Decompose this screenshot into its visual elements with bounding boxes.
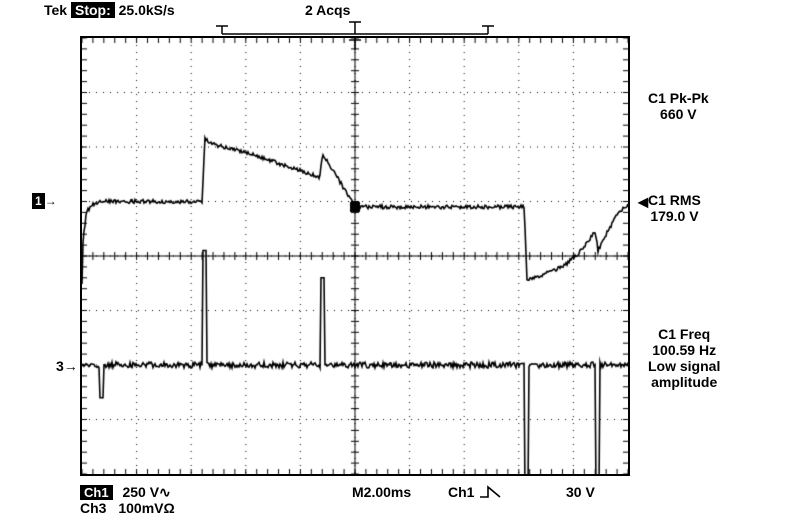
trig-slope-icon [478,485,502,499]
scope-grid [80,36,630,476]
brand-label: Tek [44,2,67,18]
ch1-scale: 250 V∿ [122,484,170,500]
meas-rms: C1 RMS 179.0 V [648,192,701,224]
run-state: Stop: [71,2,115,18]
meas-rms-value: 179.0 V [648,208,701,224]
trig-src: Ch1 [448,484,474,500]
record-bar [80,20,630,38]
meas-pkpk-label: C1 Pk-Pk [648,90,709,106]
ch3-ref-marker: 3→ [56,358,78,374]
meas-freq-note1: Low signal [648,358,720,374]
ch3-scale: 100mVΩ [118,500,174,516]
meas-freq-note2: amplitude [648,374,720,390]
meas-pkpk: C1 Pk-Pk 660 V [648,90,709,122]
meas-freq-label: C1 Freq [648,326,720,342]
meas-pkpk-value: 660 V [648,106,709,122]
ch3-label: Ch3 [80,500,106,516]
waveform-canvas [82,38,628,474]
meas-rms-label: C1 RMS [648,192,701,208]
ch1-badge: Ch1 [80,485,113,500]
trig-level: 30 V [566,484,595,500]
sample-rate: 25.0kS/s [119,2,175,18]
ch1-ref-marker: 1→ [32,192,57,209]
meas-freq-value: 100.59 Hz [648,342,720,358]
timebase: M2.00ms [352,484,411,500]
acqs-label: 2 Acqs [305,2,350,18]
meas-freq: C1 Freq 100.59 Hz Low signal amplitude [648,326,720,390]
